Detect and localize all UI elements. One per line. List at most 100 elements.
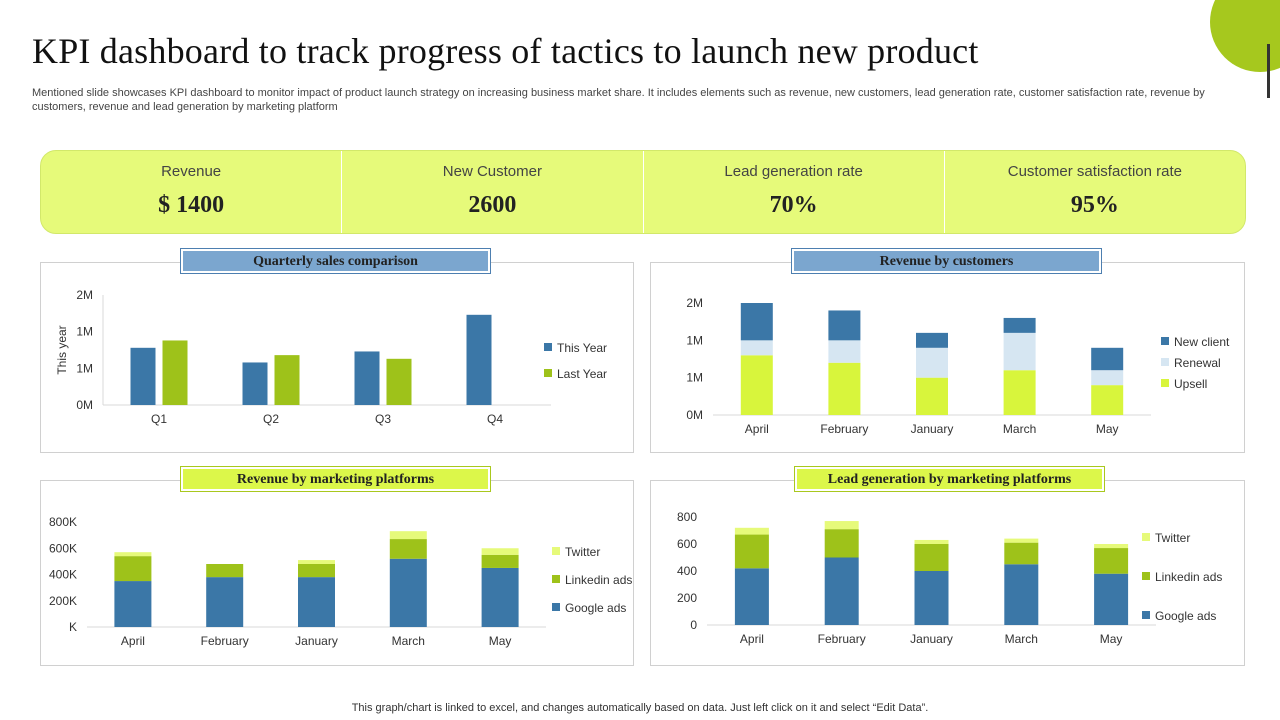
bar-this-year [466, 314, 492, 405]
legend-swatch [1142, 533, 1150, 541]
quarterly-sales-chart[interactable]: 0M 1M 1M 2M This year Q1 Q2 Q3 Q4 This Year Last Y… [41, 263, 633, 452]
bar-segment-linkedin-ads [298, 564, 335, 578]
bar-segment-google-ads [298, 577, 335, 627]
bar-segment-linkedin-ads [114, 556, 152, 582]
x-tick-label: March [1005, 632, 1038, 646]
y-tick-label: 0 [690, 618, 697, 632]
legend-label: Twitter [1155, 531, 1190, 545]
quarterly-sales-chart-panel[interactable]: 0M 1M 1M 2M This year Q1 Q2 Q3 Q4 This Year Last Y… [40, 262, 634, 453]
y-tick-label: 2M [76, 288, 93, 302]
x-tick-label: February [818, 632, 866, 646]
bar-segment-twitter [481, 548, 519, 555]
y-tick-label: 1M [76, 325, 93, 339]
kpi-value: 95% [1070, 192, 1119, 218]
lead-generation-by-platforms-chart-panel[interactable]: 0 200 400 600 800 April February January March Ma… [650, 480, 1245, 666]
legend-swatch [1161, 337, 1169, 345]
revenue-by-platforms-chart-panel[interactable]: K 200K 400K 600K 800K April February January Mar… [40, 480, 634, 666]
y-tick-label: 2M [686, 296, 703, 310]
x-tick-label: January [911, 422, 954, 436]
bar-segment-linkedin-ads [734, 534, 769, 569]
x-tick-label: May [489, 634, 512, 648]
bar-segment-twitter [1094, 544, 1129, 549]
y-tick-label: 400 [677, 564, 697, 578]
legend-label: Twitter [565, 545, 600, 559]
bar-segment-google-ads [824, 557, 859, 625]
x-tick-label: April [740, 632, 764, 646]
revenue-by-customers-chart-panel[interactable]: 0M 1M 1M 2M April February January March May New … [650, 262, 1245, 453]
legend-label: Upsell [1174, 377, 1207, 391]
lead-generation-by-platforms-chart[interactable]: 0 200 400 600 800 April February January March Ma… [651, 481, 1244, 665]
footer-note: This graph/chart is linked to excel, and… [351, 702, 929, 714]
kpi-customer-satisfaction-rate: Customer satisfaction rate 95% [945, 151, 1245, 233]
bar-this-year [354, 351, 380, 405]
bar-segment-renewal [828, 340, 861, 363]
x-tick-label: May [1096, 422, 1119, 436]
x-tick-label: April [745, 422, 769, 436]
bar-segment-upsell [828, 362, 861, 415]
legend-label: Last Year [557, 367, 607, 381]
x-tick-label: April [121, 634, 145, 648]
bar-segment-linkedin-ads [206, 564, 244, 578]
bar-segment-new-client [740, 303, 773, 341]
legend-swatch [552, 575, 560, 583]
legend-label: Google ads [565, 601, 626, 615]
bar-segment-renewal [916, 347, 948, 378]
y-tick-label: 1M [76, 361, 93, 375]
bar-segment-google-ads [914, 571, 949, 625]
bar-segment-linkedin-ads [1004, 542, 1039, 565]
bar-segment-google-ads [389, 558, 427, 627]
bar-segment-google-ads [481, 567, 519, 627]
page-subtitle: Mentioned slide showcases KPI dashboard … [32, 87, 1205, 113]
bar-segment-linkedin-ads [1094, 548, 1129, 574]
bar-segment-new-client [1091, 347, 1124, 371]
legend-swatch [544, 369, 552, 377]
kpi-label: Revenue [161, 163, 222, 180]
x-tick-label: March [1003, 422, 1036, 436]
x-tick-label: January [295, 634, 338, 648]
x-tick-label: February [820, 422, 868, 436]
quarterly-sales-chart-title: Quarterly sales comparison [180, 248, 491, 274]
revenue-by-platforms-chart-title: Revenue by marketing platforms [180, 466, 491, 492]
bar-segment-renewal [740, 340, 773, 356]
x-tick-label: March [392, 634, 425, 648]
bar-segment-google-ads [1004, 564, 1039, 625]
kpi-strip: Revenue $ 1400 New Customer 2600 Lead ge… [40, 150, 1246, 234]
corner-accent-bar [1267, 44, 1270, 98]
bar-this-year [130, 347, 156, 405]
bar-segment-twitter [298, 560, 335, 564]
y-tick-label: 1M [686, 371, 703, 385]
kpi-value: 70% [769, 192, 818, 218]
legend-swatch [552, 603, 560, 611]
bar-last-year [386, 358, 412, 405]
revenue-by-platforms-chart[interactable]: K 200K 400K 600K 800K April February January Mar… [41, 481, 633, 665]
bar-segment-google-ads [206, 577, 244, 627]
bar-segment-twitter [1004, 538, 1039, 543]
legend-label: This Year [557, 341, 607, 355]
y-tick-label: 200K [49, 594, 77, 608]
x-tick-label: Q2 [263, 412, 279, 426]
x-tick-label: May [1100, 632, 1123, 646]
bar-segment-upsell [916, 377, 948, 415]
bar-segment-upsell [740, 355, 773, 415]
y-tick-label: 600K [49, 541, 77, 555]
legend-label: New client [1174, 335, 1230, 349]
kpi-label: Customer satisfaction rate [1007, 163, 1182, 180]
bar-segment-linkedin-ads [481, 554, 519, 568]
x-tick-label: January [910, 632, 953, 646]
legend-swatch [544, 343, 552, 351]
legend-label: Linkedin ads [565, 573, 632, 587]
bar-segment-twitter [114, 552, 152, 557]
kpi-label: Lead generation rate [724, 163, 863, 180]
legend-swatch [1161, 358, 1169, 366]
bar-segment-new-client [828, 310, 861, 341]
kpi-lead-generation-rate: Lead generation rate 70% [644, 151, 945, 233]
bar-segment-twitter [914, 539, 949, 544]
bar-segment-linkedin-ads [914, 544, 949, 571]
y-tick-label: 0M [686, 408, 703, 422]
x-tick-label: Q3 [375, 412, 391, 426]
bar-last-year [274, 355, 300, 405]
revenue-by-customers-chart-title: Revenue by customers [791, 248, 1102, 274]
y-tick-label: 600 [677, 537, 697, 551]
page-title: KPI dashboard to track progress of tacti… [32, 31, 979, 71]
revenue-by-customers-chart[interactable]: 0M 1M 1M 2M April February January March May New … [651, 263, 1244, 452]
